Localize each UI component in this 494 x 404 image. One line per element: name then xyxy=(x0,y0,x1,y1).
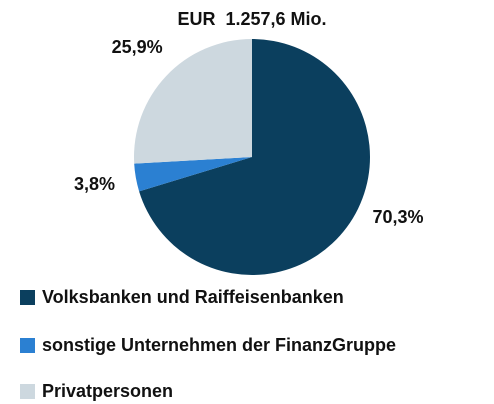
pie-slice xyxy=(134,157,252,192)
data-label: 3,8% xyxy=(74,174,115,194)
chart-title: EUR 1.257,6 Mio. xyxy=(177,9,326,29)
pie-slice xyxy=(139,39,370,276)
pie-slice xyxy=(134,39,252,164)
legend-label: Privatpersonen xyxy=(42,381,173,401)
data-label: 70,3% xyxy=(372,207,423,227)
data-label: 25,9% xyxy=(112,37,163,57)
legend-swatch xyxy=(20,290,35,305)
legend-swatch xyxy=(20,384,35,399)
legend-label: sonstige Unternehmen der FinanzGruppe xyxy=(42,335,396,355)
legend-swatch xyxy=(20,338,35,353)
legend-label: Volksbanken und Raiffeisenbanken xyxy=(42,287,344,307)
